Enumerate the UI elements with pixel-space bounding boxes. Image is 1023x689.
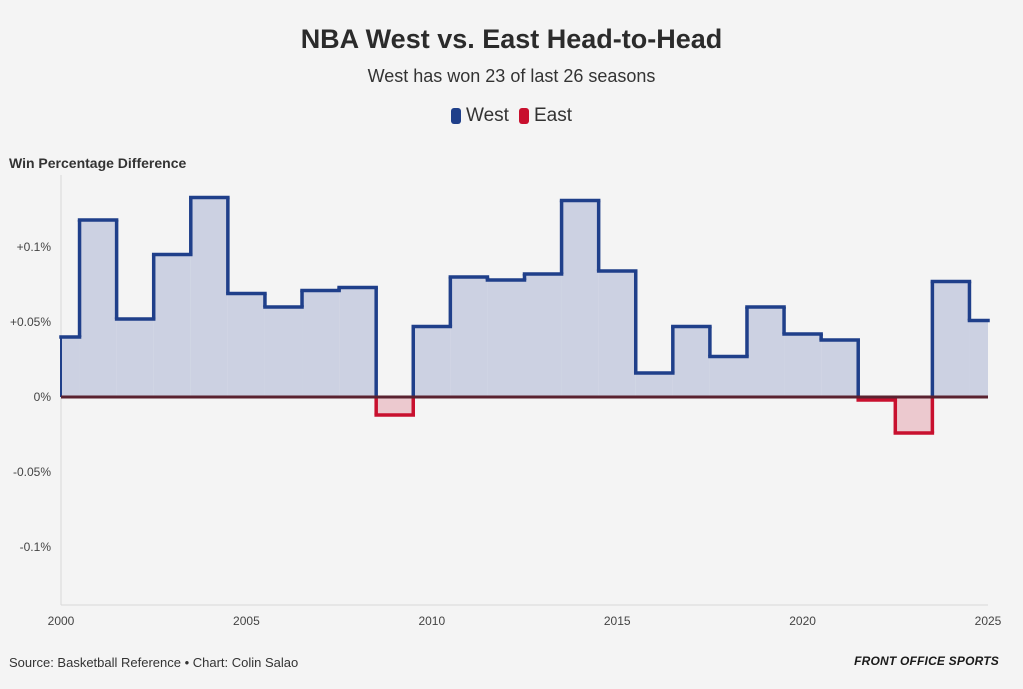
- fill-2019: [746, 307, 785, 397]
- source-note: Source: Basketball Reference • Chart: Co…: [9, 655, 299, 670]
- fill-2025: [969, 320, 988, 397]
- y-tick-label: -0.05%: [13, 465, 51, 479]
- fill-2002: [116, 319, 154, 397]
- fill-2003: [153, 254, 191, 397]
- x-tick-label: 2025: [975, 614, 1002, 628]
- fill-2007: [302, 290, 340, 397]
- y-tick-label: -0.1%: [20, 540, 52, 554]
- fill-2018: [709, 356, 747, 397]
- legend-item-west: West: [451, 105, 509, 127]
- y-tick-label: +0.1%: [17, 240, 52, 254]
- legend-swatch-east: [518, 108, 529, 124]
- legend: West East: [0, 105, 1023, 127]
- fill-2017: [672, 326, 710, 397]
- fill-2016: [635, 373, 673, 397]
- fill-2005: [227, 293, 265, 397]
- chart-title: NBA West vs. East Head-to-Head: [300, 24, 723, 54]
- y-axis-title: Win Percentage Difference: [9, 155, 187, 171]
- fill-2023: [895, 397, 933, 433]
- x-tick-label: 2005: [233, 614, 260, 628]
- fill-2012: [487, 280, 525, 397]
- y-tick-label: +0.05%: [10, 315, 51, 329]
- chart-plot: +0.1% +0.05% 0% -0.05% -0.1% 2000 2005 2010 2015…: [10, 175, 1002, 628]
- x-tick-label: 2010: [418, 614, 445, 628]
- fill-2010: [413, 326, 451, 397]
- chart-subtitle: West has won 23 of last 26 seasons: [367, 66, 656, 86]
- x-tick-label: 2020: [789, 614, 816, 628]
- brand-logo: FRONT OFFICE SPORTS: [854, 654, 999, 668]
- x-tick-label: 2000: [48, 614, 75, 628]
- fill-2006: [264, 307, 303, 397]
- fill-2020: [784, 334, 822, 397]
- x-tick-label: 2015: [604, 614, 631, 628]
- fill-2004: [190, 197, 228, 397]
- fill-2011: [450, 277, 488, 397]
- legend-label-west: West: [466, 105, 509, 126]
- fill-2008: [339, 287, 377, 397]
- legend-swatch-west: [451, 108, 462, 124]
- fill-2021: [821, 340, 859, 397]
- fill-2009: [376, 397, 414, 415]
- legend-item-east: East: [518, 105, 572, 127]
- legend-label-east: East: [533, 105, 572, 126]
- fill-2013: [524, 274, 562, 397]
- y-tick-label: 0%: [34, 390, 52, 404]
- fill-2014: [561, 200, 599, 397]
- fill-2000: [61, 337, 80, 397]
- fill-2024: [932, 281, 970, 397]
- fill-2001: [79, 220, 117, 397]
- fill-2015: [598, 271, 636, 397]
